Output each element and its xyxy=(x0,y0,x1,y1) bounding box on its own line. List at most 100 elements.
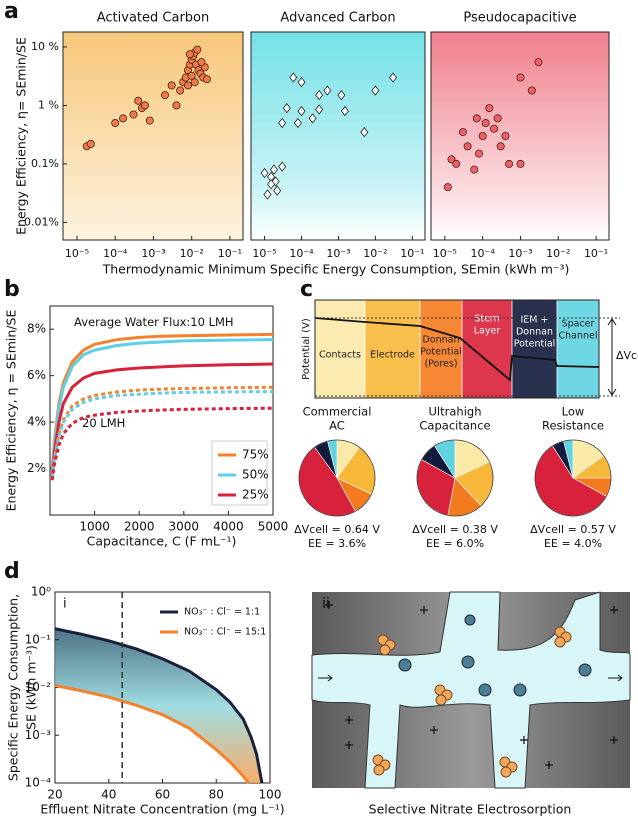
legend-label: 25% xyxy=(242,488,269,502)
pie-label: ΔVcell = 0.57 V xyxy=(530,523,616,536)
point xyxy=(337,89,346,101)
point xyxy=(496,142,505,151)
region-label: (Pores) xyxy=(424,359,457,370)
pie-label: ΔVcell = 0.64 V xyxy=(294,523,380,536)
point xyxy=(501,131,510,140)
pie-label: ΔVcell = 0.38 V xyxy=(412,523,498,536)
point xyxy=(190,78,199,87)
region xyxy=(512,300,557,398)
x-tick-label: 20 xyxy=(47,788,62,802)
y-tick-label: 6% xyxy=(27,368,46,382)
point xyxy=(202,75,211,84)
point xyxy=(297,105,306,117)
point xyxy=(485,104,494,113)
legend-label: 50% xyxy=(242,468,269,482)
potential-curve xyxy=(314,317,600,382)
dashed-line xyxy=(50,406,274,481)
x-tick-label: 5000 xyxy=(258,520,289,534)
point xyxy=(172,101,181,110)
pie-label: EE = 6.0% xyxy=(426,537,484,550)
point xyxy=(145,116,154,125)
region-label: Channel xyxy=(558,331,597,342)
x-axis-label: Capacitance, C (F mL⁻¹) xyxy=(87,534,237,549)
x-tick-label: 10⁻⁵ xyxy=(65,247,89,260)
point xyxy=(293,117,302,129)
region xyxy=(365,300,420,398)
point xyxy=(111,119,120,128)
point xyxy=(176,86,185,95)
charge-marks xyxy=(325,601,618,769)
region-label: Electrode xyxy=(370,350,415,361)
y-tick-label: 10⁻⁴ xyxy=(25,776,52,790)
point xyxy=(481,119,490,128)
x-tick-label: 10⁻² xyxy=(180,247,204,260)
line xyxy=(54,684,250,784)
y-tick-label: 2% xyxy=(27,461,46,475)
point xyxy=(140,101,149,110)
y-tick-label: 0.1% xyxy=(31,157,59,170)
region-label: Contacts xyxy=(319,350,361,361)
point xyxy=(289,72,298,83)
y-axis-label: Specific Energy Consumption, xyxy=(6,594,21,781)
y-tick-label: 10⁻² xyxy=(25,680,52,694)
pie-outline xyxy=(416,439,494,517)
x-tick-label: 10⁻⁵ xyxy=(433,247,457,260)
point xyxy=(269,164,278,175)
pie-title: Ultrahigh xyxy=(429,405,482,419)
sub-label: ii xyxy=(322,596,330,612)
plot-background xyxy=(63,32,243,240)
point xyxy=(193,45,202,54)
y-tick-label: 10 % xyxy=(31,40,59,53)
x-tick-label: 10⁻⁵ xyxy=(252,247,276,260)
schematic: ii Selective Nitrate Electrosorption xyxy=(311,591,631,817)
y-axis-label: Energy Efficiency, η= SEmin/SE xyxy=(14,37,29,235)
nitrate xyxy=(372,626,572,778)
panel-label: d xyxy=(4,559,20,584)
point xyxy=(160,91,169,100)
panel-label: a xyxy=(4,0,19,24)
x-tick-label: 40 xyxy=(101,788,116,802)
point xyxy=(315,104,324,115)
region-label: Stern xyxy=(474,314,499,325)
x-tick-label: 10⁻² xyxy=(546,247,570,260)
point xyxy=(505,159,514,168)
point xyxy=(167,81,176,90)
point xyxy=(371,85,380,96)
legend-label: NO₃⁻ : Cl⁻ = 15:1 xyxy=(184,627,266,638)
plot-background xyxy=(431,32,609,240)
point xyxy=(447,155,456,164)
x-tick-label: 10⁻⁴ xyxy=(471,247,496,260)
axis-label: Potential (V) xyxy=(301,318,312,380)
x-tick-label: 10⁻³ xyxy=(508,247,532,260)
chart-title: Pseudocapacitive xyxy=(463,11,576,26)
region xyxy=(462,300,512,398)
dashed-line xyxy=(50,389,274,479)
point xyxy=(443,183,452,192)
pie-outline xyxy=(534,439,612,517)
point xyxy=(297,76,306,88)
pie-title: Resistance xyxy=(542,419,604,433)
ions xyxy=(398,614,592,697)
x-tick-label: 2000 xyxy=(124,520,155,534)
y-tick-label: 8% xyxy=(27,322,46,336)
legend-label: NO₃⁻ : Cl⁻ = 1:1 xyxy=(184,607,260,618)
y-axis-label: Energy Efficiency, η = SEmin/SE xyxy=(4,310,19,512)
x-tick-label: 10⁻¹ xyxy=(218,247,242,260)
point xyxy=(360,126,369,138)
point xyxy=(263,189,272,200)
point xyxy=(278,161,287,172)
point xyxy=(86,139,95,148)
region-label: Potential xyxy=(420,347,462,358)
panel-label: b xyxy=(4,277,20,302)
x-tick-label: 1000 xyxy=(79,520,110,534)
delta-label: ΔVcell xyxy=(616,349,638,362)
flow-arrows xyxy=(318,674,623,682)
line xyxy=(50,362,274,476)
panel-label: c xyxy=(300,277,313,302)
region-label: Donnan xyxy=(422,335,459,346)
region-label: Spacer xyxy=(562,319,595,330)
x-axis-label: Effluent Nitrate Concentration (mg L⁻¹) xyxy=(40,802,284,817)
chart-title: Advanced Carbon xyxy=(280,11,395,26)
point xyxy=(478,131,487,140)
